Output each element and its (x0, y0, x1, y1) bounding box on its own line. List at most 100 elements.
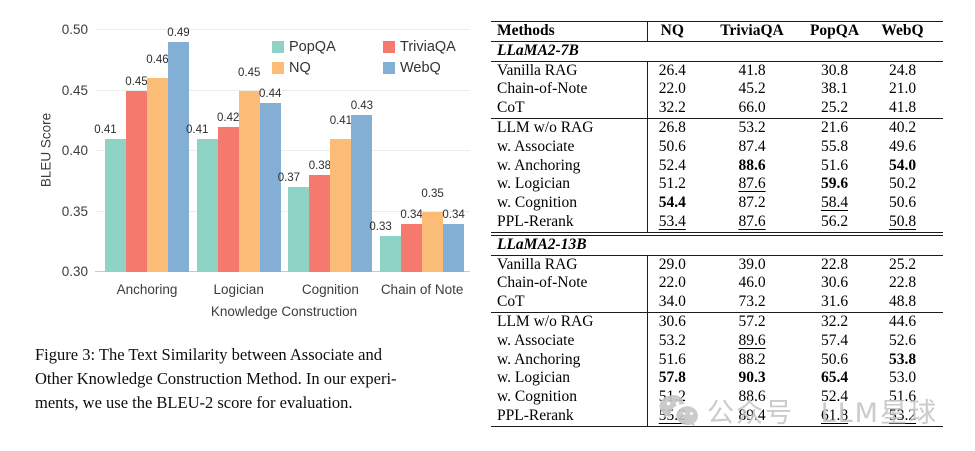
value-text: 51.6 (658, 350, 686, 368)
value-text: 52.4 (820, 388, 849, 406)
value-text: 57.8 (658, 369, 686, 387)
value-cell: 53.2 (647, 332, 697, 351)
method-cell: w. Logician (491, 369, 648, 389)
bar-webq-chain-of-note (443, 223, 465, 272)
value-text: 48.8 (888, 293, 917, 311)
value-cell: 40.2 (862, 117, 943, 138)
column-header: PopQA (807, 21, 862, 42)
legend-item-nq: NQ (272, 60, 383, 76)
bar-triviaqa-chain-of-note (401, 223, 423, 272)
bar-popqa-chain-of-note (380, 235, 402, 272)
value-text: 53.2 (738, 118, 766, 136)
value-text: 49.6 (888, 137, 917, 155)
value-text: 52.4 (658, 156, 686, 174)
value-cell: 22.0 (647, 274, 697, 293)
bar-value-label: 0.37 (277, 172, 301, 185)
value-cell: 48.8 (862, 293, 943, 312)
value-cell: 25.2 (807, 99, 862, 118)
value-text: 54.0 (888, 156, 917, 174)
value-cell: 50.2 (862, 175, 943, 194)
value-cell: 34.0 (647, 293, 697, 312)
bar-triviaqa-logician (217, 126, 239, 272)
value-text: 44.6 (888, 312, 917, 330)
value-cell: 32.2 (807, 311, 862, 332)
bar-value-label: 0.34 (400, 208, 423, 221)
value-text: 52.6 (888, 331, 917, 349)
value-cell: 52.6 (862, 332, 943, 351)
value-cell: 59.6 (807, 175, 862, 194)
value-cell: 51.2 (647, 175, 697, 194)
value-text: 41.8 (738, 61, 766, 79)
value-cell: 53.2 (862, 407, 943, 426)
value-cell: 41.8 (862, 99, 943, 118)
bar-popqa-cognition (288, 187, 310, 272)
value-cell: 30.8 (807, 61, 862, 80)
value-text: 50.8 (888, 212, 917, 230)
column-header: TriviaQA (697, 21, 807, 42)
value-text: 26.8 (658, 118, 686, 136)
value-text: 25.2 (888, 255, 917, 273)
value-text: 89.4 (738, 406, 766, 424)
legend-item-popqa: PopQA (272, 39, 383, 55)
value-text: 22.0 (658, 274, 686, 292)
value-cell: 52.4 (647, 157, 697, 176)
bar-value-label: 0.41 (94, 123, 117, 136)
value-text: 57.4 (820, 331, 849, 349)
value-text: 26.4 (658, 61, 686, 79)
bar-value-label: 0.46 (146, 54, 169, 67)
gridline (95, 29, 470, 30)
bar-triviaqa-anchoring (126, 90, 147, 272)
results-table-wrapper: Methods NQ TriviaQA PopQA WebQ LLaMA2-7B Vanil… (491, 21, 943, 427)
table-row: w. Cognition 54.4 87.2 58.4 50.6 (491, 194, 943, 213)
value-text: 55.8 (820, 137, 849, 155)
value-cell: 51.6 (647, 351, 697, 370)
bar-value-label: 0.35 (421, 187, 444, 200)
value-text: 40.2 (888, 118, 917, 136)
value-text: 66.0 (738, 99, 766, 117)
column-header: NQ (647, 21, 697, 42)
value-cell: 38.1 (807, 80, 862, 99)
category-label: Chain of Note (380, 282, 464, 297)
value-text: 89.6 (738, 331, 766, 349)
method-cell: w. Anchoring (491, 350, 648, 370)
value-text: 53.2 (888, 406, 917, 424)
category-label: Anchoring (116, 282, 178, 297)
value-cell: 50.8 (862, 213, 943, 234)
table-row: PPL-Rerank 53.4 87.6 56.2 50.8 (491, 212, 943, 234)
section-row: LLaMA2-7B (491, 41, 943, 62)
table-row: w. Associate 50.6 87.4 55.8 49.6 (491, 137, 943, 157)
method-cell: CoT (491, 99, 648, 119)
section-row: LLaMA2-13B (491, 231, 943, 256)
method-cell: w. Logician (491, 175, 648, 195)
legend-swatch (383, 41, 395, 53)
value-cell: 88.6 (697, 157, 807, 176)
chart-legend: PopQA TriviaQA NQ WebQ (272, 39, 456, 76)
value-cell: 89.4 (697, 407, 807, 426)
legend-item-triviaqa: TriviaQA (383, 39, 456, 55)
value-text: 32.2 (820, 312, 849, 330)
value-cell: 87.6 (697, 213, 807, 234)
table-row: w. Associate 53.2 89.6 57.4 52.6 (491, 331, 943, 351)
value-cell: 61.8 (807, 407, 862, 426)
value-cell: 87.6 (697, 175, 807, 194)
bar-value-label: 0.45 (237, 66, 261, 79)
value-text: 22.0 (658, 80, 686, 98)
value-cell: 25.2 (862, 255, 943, 274)
value-cell: 73.2 (697, 293, 807, 312)
value-text: 54.4 (658, 194, 686, 212)
value-cell: 51.6 (807, 157, 862, 176)
value-text: 53.2 (658, 331, 686, 349)
value-cell: 44.6 (862, 311, 943, 332)
column-header: WebQ (862, 21, 943, 42)
method-cell: w. Associate (491, 331, 648, 351)
legend-item-webq: WebQ (383, 60, 456, 76)
caption-line: Figure 3: The Text Similarity between As… (35, 345, 382, 364)
legend-swatch (272, 62, 284, 74)
method-cell: Vanilla RAG (491, 255, 648, 275)
value-text: 51.2 (658, 175, 686, 193)
table-row: LLM w/o RAG 26.8 53.2 21.6 40.2 (491, 117, 943, 138)
legend-swatch (383, 62, 395, 74)
value-cell: 53.0 (862, 369, 943, 388)
section-title: LLaMA2-13B (491, 231, 943, 256)
